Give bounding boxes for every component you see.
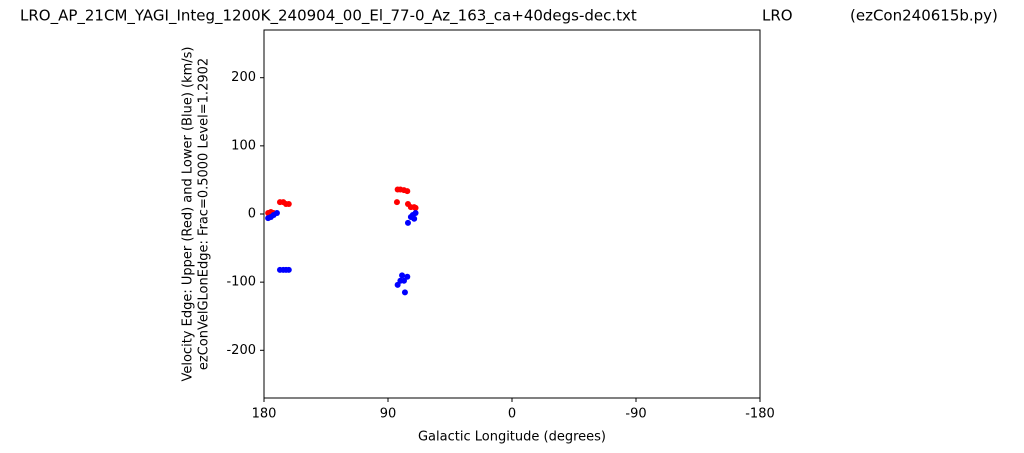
x-tick-label: -90 [625,407,646,422]
point [401,289,408,296]
y-tick-label: 100 [231,138,256,153]
point [412,209,419,216]
point [404,273,411,280]
point [411,215,418,222]
point [273,209,280,216]
point [412,204,419,211]
point [393,199,400,206]
x-tick-label: 0 [508,407,516,422]
point [399,272,406,279]
y-tick-label: 200 [231,70,256,85]
y-tick-label: -100 [226,275,256,290]
x-axis-label: Galactic Longitude (degrees) [418,430,606,445]
point [400,277,407,284]
y-axis-label: Velocity Edge: Upper (Red) and Lower (Bl… [181,46,196,381]
point [404,188,411,195]
x-tick-label: 90 [380,407,397,422]
y-axis-label: ezConVelGLonEdge: Frac=0.5000 Level=1.29… [197,58,212,370]
point [285,201,292,208]
point [285,266,292,273]
plot-frame [263,29,761,399]
chart-title: (ezCon240615b.py) [850,7,998,25]
x-tick-label: -180 [745,407,775,422]
chart-title: LRO [762,7,793,25]
x-tick-label: 180 [252,407,277,422]
y-tick-label: 0 [248,207,256,222]
point [404,219,411,226]
chart-title: LRO_AP_21CM_YAGI_Integ_1200K_240904_00_E… [20,7,637,26]
y-tick-label: -200 [226,343,256,358]
